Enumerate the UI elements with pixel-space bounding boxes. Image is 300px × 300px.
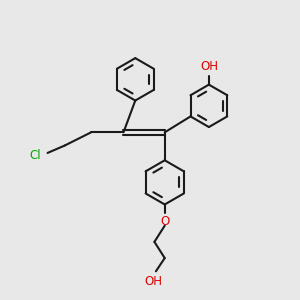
Text: O: O xyxy=(160,215,169,228)
Text: OH: OH xyxy=(200,60,218,74)
Text: Cl: Cl xyxy=(29,149,41,162)
Text: OH: OH xyxy=(144,275,162,288)
